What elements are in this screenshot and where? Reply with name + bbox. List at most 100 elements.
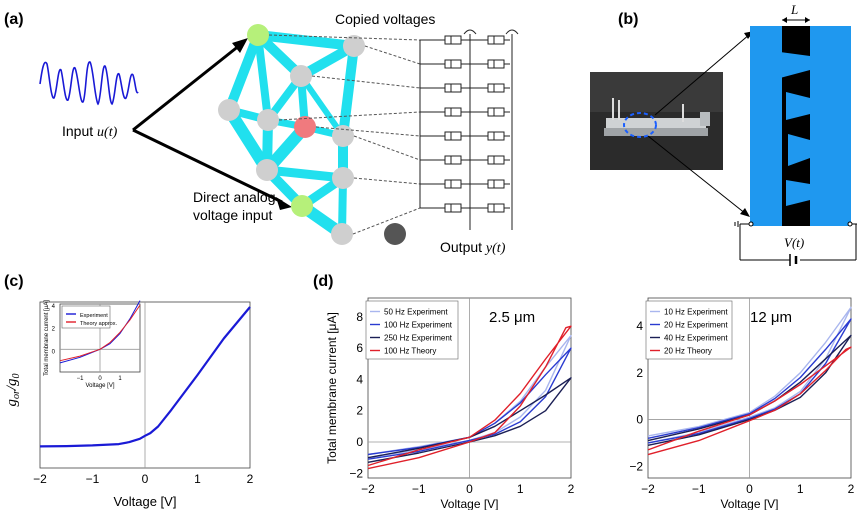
y-tick-label: 0 <box>636 413 643 427</box>
memristor-icon <box>487 131 505 141</box>
legend-item: 250 Hz Experiment <box>384 334 453 343</box>
panel-a: Input u(t) Direct analog voltage input <box>39 11 519 256</box>
memristor-icon <box>444 203 462 213</box>
series-line <box>647 306 852 444</box>
panel-d-right: −2 −1 0 1 2 −2 0 2 4 10 Hz Experiment 20 Hz Experi… <box>629 297 855 510</box>
y-tick-label: 2 <box>636 366 643 380</box>
arrow-input-bottom <box>132 128 283 204</box>
network-nodes <box>218 24 406 245</box>
direct-input-label: Direct analog voltage input <box>193 189 279 223</box>
input-waveform <box>39 61 139 106</box>
memristor-icon <box>487 155 505 165</box>
memristor-icon <box>487 203 505 213</box>
legend-item: 20 Hz Theory <box>664 347 712 356</box>
y-tick-label: 4 <box>636 319 643 333</box>
y-axis-label: gor/g0 <box>4 373 22 406</box>
node-output-dark <box>384 223 406 245</box>
x-tick-label: 0 <box>98 376 102 382</box>
x-tick-label: −1 <box>86 472 100 486</box>
node-input-top <box>247 24 269 46</box>
panel-c-label: (c) <box>4 273 24 290</box>
y-tick-label: 2 <box>356 404 363 418</box>
y-axis-label: Total membrane current [μA] <box>325 312 339 464</box>
node-input-bottom <box>291 195 313 217</box>
panel-a-label: (a) <box>4 11 24 28</box>
y-tick-label: −2 <box>349 466 363 480</box>
x-tick-label: 1 <box>194 472 201 486</box>
x-tick-label: −1 <box>692 482 706 496</box>
node <box>290 65 312 87</box>
legend-item: 100 Hz Theory <box>384 347 436 356</box>
y-axis-label: Total membrane current [μA] <box>44 300 50 376</box>
legend-item: Theory approx. <box>80 321 117 327</box>
memristor-icon <box>487 59 505 69</box>
x-tick-label: −2 <box>33 472 47 486</box>
panel-b-label: (b) <box>618 11 638 28</box>
series-line <box>647 318 852 444</box>
x-tick-label: −1 <box>77 376 85 382</box>
pores <box>780 52 810 206</box>
x-axis-label: Voltage [V] <box>114 494 177 509</box>
x-axis-label: Voltage [V] <box>85 383 114 389</box>
y-tick-label: 4 <box>356 372 363 386</box>
panel-d-label: (d) <box>313 273 333 290</box>
y-tick-label: 4 <box>52 304 56 310</box>
memristor-icon <box>487 83 505 93</box>
legend-item: Experiment <box>80 313 108 319</box>
panel-c: −2 −1 0 1 2 Voltage [V] gor/g0 −1 0 1 0 2 4 Experimen… <box>4 300 254 509</box>
memristor-icon <box>444 107 462 117</box>
memristor-icon <box>487 179 505 189</box>
x-tick-label: 1 <box>118 376 122 382</box>
legend-item: 100 Hz Experiment <box>384 321 453 330</box>
x-tick-label: −2 <box>361 482 375 496</box>
memristor-icon <box>444 59 462 69</box>
y-tick-label: −2 <box>629 459 643 473</box>
memristor-icon <box>444 179 462 189</box>
node <box>257 109 279 131</box>
x-tick-label: 0 <box>142 472 149 486</box>
x-tick-label: 2 <box>848 482 855 496</box>
node <box>331 223 353 245</box>
x-tick-label: −2 <box>641 482 655 496</box>
output-label: Output y(t) <box>440 239 506 256</box>
y-tick-label: 2 <box>52 327 56 333</box>
legend-item: 20 Hz Experiment <box>664 321 728 330</box>
panel-d-left: −2 −1 0 1 2 −2 0 2 4 6 8 50 Hz Experiment 100 Hz Exp… <box>325 297 575 510</box>
series-line <box>39 306 251 448</box>
legend-item: 40 Hz Experiment <box>664 334 728 343</box>
highlight-circle <box>623 112 657 138</box>
arrowhead-top <box>232 38 248 53</box>
chart-title: 12 μm <box>750 309 792 326</box>
y-tick-label: 8 <box>356 310 363 324</box>
y-tick-label: 0 <box>356 435 363 449</box>
y-tick-label: 6 <box>356 341 363 355</box>
x-tick-label: 2 <box>568 482 575 496</box>
memristor-icon <box>444 35 462 45</box>
legend-item: 10 Hz Experiment <box>664 308 728 317</box>
memristor-icon <box>444 131 462 141</box>
legend <box>365 300 459 360</box>
arrow-input-top <box>132 43 241 132</box>
x-axis-label: Voltage [V] <box>440 497 498 510</box>
x-tick-label: 1 <box>517 482 524 496</box>
x-tick-label: 0 <box>466 482 473 496</box>
x-tick-label: 2 <box>247 472 254 486</box>
copied-voltages-label: Copied voltages <box>335 11 435 27</box>
arrowhead-bottom <box>276 197 292 210</box>
legend <box>645 300 733 360</box>
memristor-icon <box>444 83 462 93</box>
x-tick-label: 1 <box>797 482 804 496</box>
y-tick-label: 0 <box>52 349 56 355</box>
length-label: L <box>790 2 798 17</box>
node <box>218 99 240 121</box>
circuit <box>734 221 857 266</box>
voltage-source-label: V(t) <box>784 235 804 250</box>
memristor-icon <box>487 107 505 117</box>
chart-title: 2.5 μm <box>489 309 535 326</box>
input-label: Input u(t) <box>62 123 118 140</box>
node <box>343 35 365 57</box>
node <box>332 167 354 189</box>
copy-dashed-lines <box>268 34 421 235</box>
node <box>332 125 354 147</box>
